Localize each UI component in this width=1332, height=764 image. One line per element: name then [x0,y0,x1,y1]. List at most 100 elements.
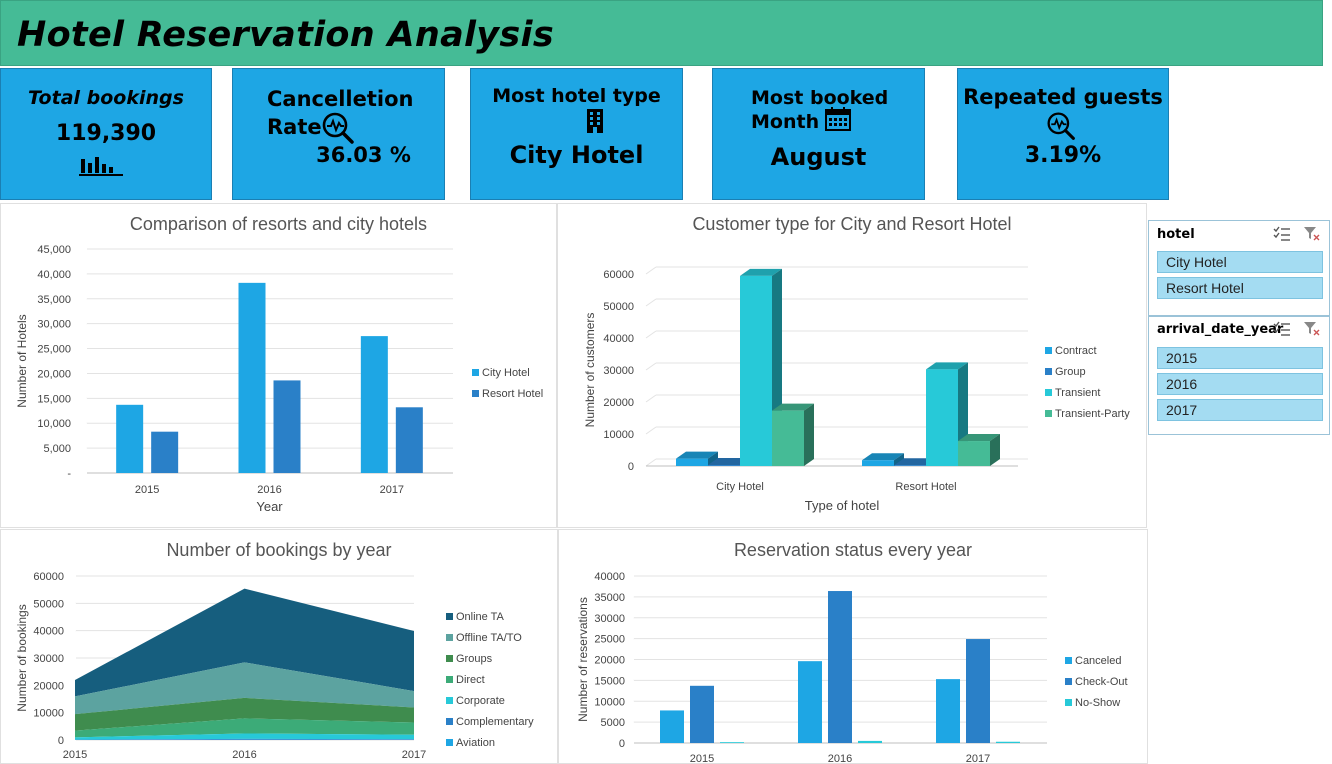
kpi-label: Month [751,111,820,133]
kpi-value: August [770,143,867,171]
clear-filter-icon[interactable] [1303,321,1321,337]
x-axis-label: Type of hotel [805,498,880,513]
chart-title: Reservation status every year [733,540,973,560]
y-tick-label: 5,000 [43,443,71,455]
kpi-hotel-type: Most hotel type City Hotel [470,68,683,200]
bar [858,740,882,743]
chart-comparison-panel: Comparison of resorts and city hotels - 5… [0,203,557,528]
legend-label: Online TA [456,611,505,623]
slicer-item-resort-hotel[interactable]: Resort Hotel [1157,277,1323,299]
bar [862,460,894,466]
kpi-total-bookings: Total bookings 119,390 [0,68,212,200]
legend-label: Transient [1055,387,1100,399]
bar [360,336,388,473]
y-tick-label: 20000 [603,397,634,409]
clear-filter-icon[interactable] [1303,226,1321,242]
page-title: Hotel Reservation Analysis [17,15,554,55]
legend-label: Direct [456,674,485,686]
legend-swatch [446,718,453,725]
y-axis-label: Number of reservations [576,597,590,722]
chart-bookings-by-year: 0 10000 20000 30000 40000 50000 60000 2015 2016 2… [15,571,534,761]
bar [740,275,772,466]
y-tick-label: 30000 [33,653,64,665]
chart-title: Comparison of resorts and city hotels [129,214,428,234]
slicer-item-city-hotel[interactable]: City Hotel [1157,251,1323,273]
y-tick-label: 10000 [594,696,625,708]
slicer-title: hotel [1157,227,1195,242]
y-tick-label: 15,000 [37,393,71,405]
kpi-value: City Hotel [509,141,644,169]
legend-label: City Hotel [482,367,530,379]
y-tick-label: - [67,468,71,480]
legend-label: Groups [456,653,493,665]
bar [273,380,301,473]
x-tick-label: Resort Hotel [895,481,956,493]
bar [772,410,804,466]
y-tick-label: 35,000 [37,294,71,306]
y-tick-label: 10000 [33,708,64,720]
bar [676,458,708,466]
legend-label: Offline TA/TO [456,632,522,644]
bar-side [990,434,1000,466]
x-tick-label: 2015 [690,753,714,763]
kpi-label: Cancelletion [267,87,414,111]
kpi-label: Repeated guests [963,85,1163,109]
bar-top [894,458,936,466]
bar [798,661,822,743]
x-axis-label: Year [256,499,283,514]
y-tick-label: 10,000 [37,418,71,430]
slicer-title: arrival_date_year [1157,322,1284,337]
x-tick-label: 2016 [257,484,281,496]
multi-select-icon[interactable] [1273,226,1291,242]
legend-label: Transient-Party [1055,408,1130,420]
x-tick-label: City Hotel [716,481,764,493]
multi-select-icon[interactable] [1273,321,1291,337]
slicer-item-2015[interactable]: 2015 [1157,347,1323,369]
legend-label: Canceled [1075,655,1121,667]
x-tick-label: 2016 [232,749,256,761]
y-tick-label: 30,000 [37,319,71,331]
gridline-side [645,458,657,467]
kpi-cancellation-rate: Cancelletion Rate 36.03 % [232,68,445,200]
y-tick-label: 40000 [603,333,634,345]
legend-swatch [1065,699,1072,706]
y-tick-label: 0 [628,461,634,473]
bar [660,710,684,743]
area-series [75,738,414,740]
title-bar: Hotel Reservation Analysis [0,0,1323,66]
building-icon [587,109,603,133]
legend-swatch [1045,389,1052,396]
legend-label: Resort Hotel [482,388,543,400]
y-tick-label: 50000 [603,301,634,313]
kpi-label: Most hotel type [492,85,661,107]
legend-swatch [472,390,479,397]
y-tick-label: 60000 [33,571,64,583]
slicer-item-2016[interactable]: 2016 [1157,373,1323,395]
bar [116,404,144,473]
kpi-value: 3.19% [1024,143,1102,168]
bar [894,465,926,466]
area-series [75,697,414,731]
slicer-item-2017[interactable]: 2017 [1157,399,1323,421]
chart-customer-type-panel: Customer type for City and Resort Hotel … [557,203,1147,528]
legend-label: Contract [1055,345,1097,357]
y-tick-label: 40,000 [37,269,71,281]
x-tick-label: 2017 [402,749,426,761]
bar [958,441,990,466]
legend-swatch [1065,678,1072,685]
y-tick-label: 60000 [603,269,634,281]
chart-reservation-panel: Reservation status every year 0 5000 10000… [558,529,1148,764]
x-tick-label: 2015 [63,749,87,761]
y-axis-label: Number of Hotels [15,314,29,407]
kpi-label: Rate [267,115,322,139]
y-tick-label: 20000 [594,655,625,667]
bar [238,282,266,473]
bar [690,685,714,743]
kpi-label: Total bookings [28,87,184,109]
legend-swatch [446,739,453,746]
bar-side [708,451,718,466]
y-axis-label: Number of bookings [15,604,29,711]
bar-side [804,403,814,466]
legend-swatch [1045,368,1052,375]
y-tick-label: 0 [619,738,625,750]
